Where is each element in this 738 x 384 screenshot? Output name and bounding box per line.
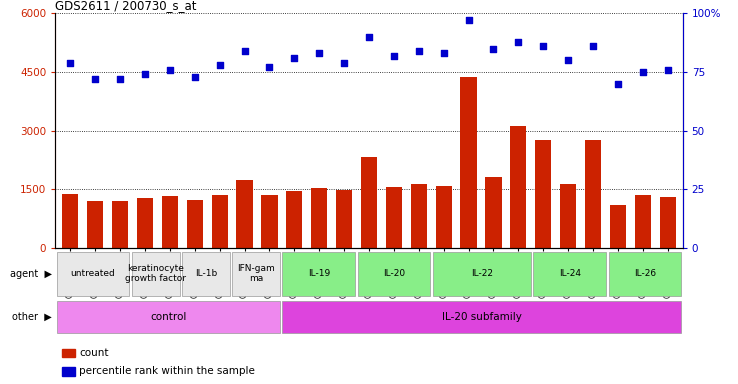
Text: IFN-gam
ma: IFN-gam ma: [237, 264, 275, 283]
Point: [612, 81, 624, 87]
Bar: [610, 205, 626, 248]
Point: [164, 66, 176, 73]
Text: other  ▶: other ▶: [12, 312, 52, 322]
Bar: [585, 140, 601, 248]
Bar: [534, 252, 606, 296]
Text: agent  ▶: agent ▶: [10, 268, 52, 279]
Point: [238, 48, 250, 54]
Bar: [461, 77, 477, 248]
Bar: [87, 201, 103, 248]
Point: [363, 34, 375, 40]
Point: [512, 38, 524, 45]
Bar: [336, 190, 352, 248]
Bar: [236, 180, 252, 248]
Bar: [62, 367, 75, 376]
Text: untreated: untreated: [71, 269, 115, 278]
Text: IL-1b: IL-1b: [195, 269, 217, 278]
Bar: [386, 187, 402, 248]
Point: [139, 71, 151, 78]
Bar: [410, 184, 427, 248]
Bar: [286, 191, 303, 248]
Bar: [132, 252, 179, 296]
Bar: [187, 200, 203, 248]
Text: count: count: [79, 348, 108, 358]
Bar: [510, 126, 526, 248]
Point: [289, 55, 300, 61]
Text: IL-20 subfamily: IL-20 subfamily: [442, 312, 522, 322]
Point: [338, 60, 350, 66]
Point: [89, 76, 101, 82]
Bar: [486, 177, 502, 248]
Bar: [358, 252, 430, 296]
Bar: [182, 252, 230, 296]
Point: [488, 46, 500, 52]
Text: IL-19: IL-19: [308, 269, 330, 278]
Bar: [635, 195, 651, 248]
Bar: [435, 185, 452, 248]
Bar: [112, 201, 128, 248]
Point: [587, 43, 599, 49]
Bar: [57, 301, 280, 333]
Point: [637, 69, 649, 75]
Text: IL-26: IL-26: [634, 269, 656, 278]
Text: IL-22: IL-22: [471, 269, 493, 278]
Text: GDS2611 / 200730_s_at: GDS2611 / 200730_s_at: [55, 0, 197, 12]
Point: [388, 53, 400, 59]
Bar: [660, 197, 676, 248]
Bar: [283, 252, 355, 296]
Text: keratinocyte
growth factor: keratinocyte growth factor: [125, 264, 186, 283]
Point: [438, 50, 449, 56]
Bar: [283, 301, 681, 333]
Point: [263, 64, 275, 70]
Point: [463, 17, 475, 23]
Bar: [311, 188, 328, 248]
Bar: [162, 196, 178, 248]
Bar: [361, 157, 377, 248]
Text: IL-24: IL-24: [559, 269, 581, 278]
Bar: [535, 140, 551, 248]
Point: [562, 57, 574, 63]
Bar: [232, 252, 280, 296]
Point: [214, 62, 226, 68]
Point: [114, 76, 126, 82]
Bar: [57, 252, 129, 296]
Point: [189, 74, 201, 80]
Point: [662, 66, 674, 73]
Point: [314, 50, 325, 56]
Text: control: control: [150, 312, 187, 322]
Bar: [212, 195, 228, 248]
Bar: [137, 198, 153, 248]
Bar: [261, 195, 277, 248]
Bar: [560, 184, 576, 248]
Text: percentile rank within the sample: percentile rank within the sample: [79, 366, 255, 376]
Point: [413, 48, 424, 54]
Point: [537, 43, 549, 49]
Bar: [609, 252, 681, 296]
Point: [64, 60, 76, 66]
Bar: [62, 194, 78, 248]
Bar: [62, 349, 75, 357]
Bar: [433, 252, 531, 296]
Text: IL-20: IL-20: [383, 269, 405, 278]
